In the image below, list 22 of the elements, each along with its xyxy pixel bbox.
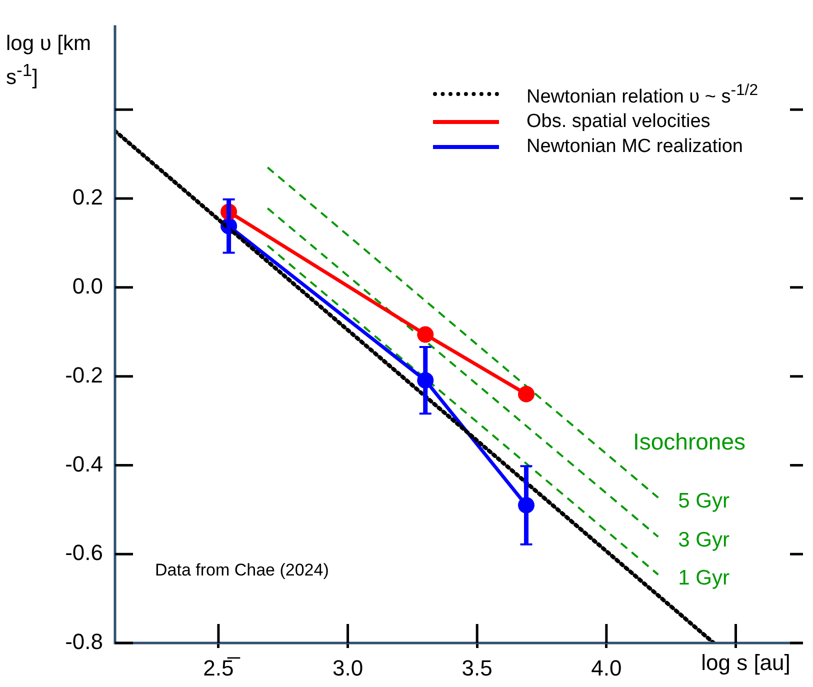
point [518, 386, 534, 402]
series-label: 3 Gyr [678, 528, 730, 552]
legend-label: Newtonian relation υ ~ s$^{-1/2}$ [526, 81, 758, 110]
point [417, 326, 434, 343]
x-tick-label: 2.5̅ [203, 655, 241, 680]
annotation: Isochrones [633, 428, 746, 454]
y-axis-title: log υ [km s$^{-1}$] [6, 31, 92, 91]
y-tick-label: -0.6 [65, 540, 103, 566]
y-tick-label: 0.2 [72, 184, 103, 210]
series-label: 1 Gyr [678, 566, 730, 590]
y-tick-label: -0.8 [65, 629, 103, 654]
legend-label: Obs. spatial velocities [526, 110, 710, 134]
legend-label: Newtonian MC realization [526, 135, 744, 160]
x-axis-title: log s [au] [701, 650, 790, 676]
y-tick-label: -0.2 [65, 362, 103, 388]
x-tick-label: 4.0 [591, 655, 622, 680]
series-label: 5 Gyr [678, 489, 730, 512]
x-tick-label: 3.0 [332, 655, 364, 680]
y-tick-label: -0.4 [65, 451, 103, 476]
x-tick-label: 3.5 [462, 655, 492, 680]
annotation: Data from Chae (2024) [155, 560, 329, 580]
y-tick-label: 0.0 [72, 273, 103, 298]
